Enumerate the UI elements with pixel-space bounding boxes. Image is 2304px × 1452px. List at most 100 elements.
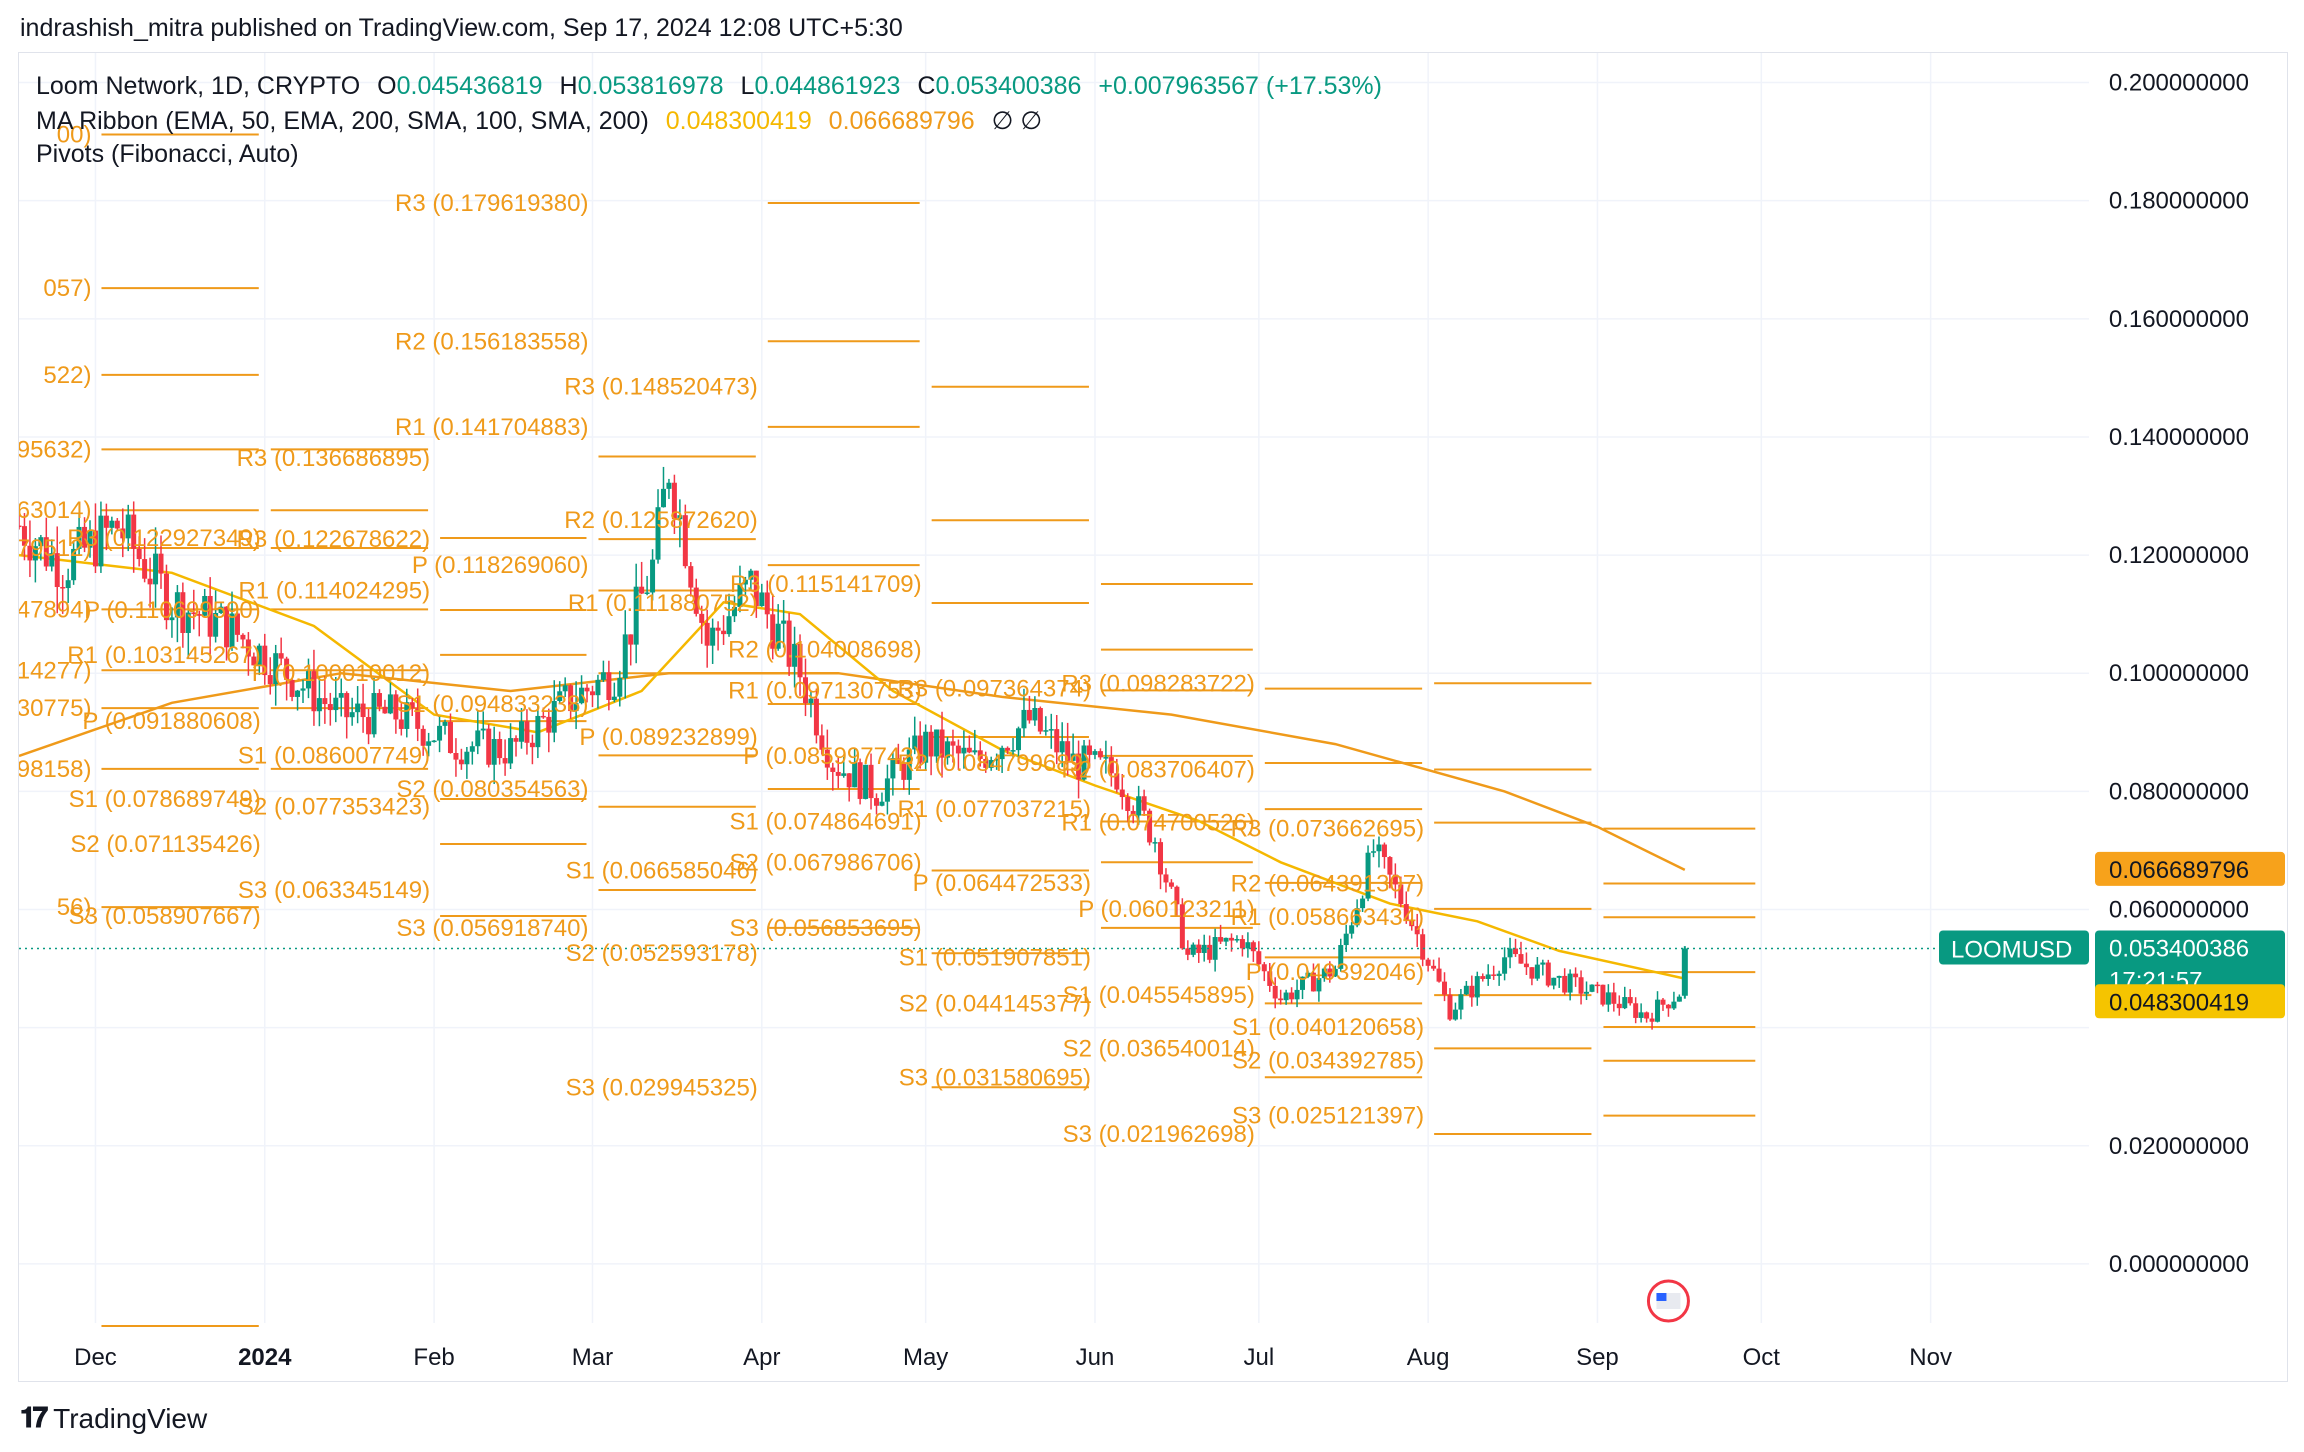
us-flag-icon-canton (1656, 1293, 1667, 1301)
candle-body (38, 537, 44, 547)
candle-body (1327, 968, 1333, 977)
candle-body (1048, 729, 1054, 731)
candle-body (677, 515, 683, 520)
candle-body (344, 693, 350, 718)
candle-body (1196, 944, 1202, 953)
candle-body (1644, 1012, 1650, 1019)
pivot-level-label: R2 (0.104008698) (728, 637, 921, 664)
candle-body (524, 721, 530, 743)
pivot-level-label: S2 (0.067986706) (729, 849, 921, 876)
y-tick-label: 0.200000000 (2109, 70, 2249, 97)
symbol-title: Loom Network, 1D, CRYPTO (36, 72, 361, 100)
pivot-level-label: R1 (0.121179512) (19, 535, 91, 562)
candle-body (240, 634, 246, 640)
candle-body (1681, 948, 1688, 996)
candle-body (158, 553, 164, 574)
candle-body (1081, 745, 1087, 780)
change-value: +0.007963567 (+17.53%) (1098, 72, 1382, 100)
candle-body (830, 767, 836, 772)
candle-body (912, 735, 918, 750)
ma-slow-price-badge (2095, 851, 2285, 886)
candle-body (884, 778, 890, 802)
candle-body (868, 764, 874, 799)
candle-body (1480, 976, 1486, 979)
candle-body (917, 735, 923, 763)
pivot-level-label: R2 (0.125872620) (564, 507, 757, 534)
candle-body (289, 679, 295, 697)
candle-body (393, 694, 399, 720)
chart-panel[interactable]: Dec 2024 Feb Mar Apr May Jun Jul Aug Sep Oct Nov 0.2… (18, 52, 2288, 1382)
candle-body (1371, 851, 1377, 853)
candle-body (1655, 999, 1661, 1022)
x-tick-label: Nov (1909, 1344, 1952, 1371)
candle-body (573, 703, 579, 712)
candle-body (267, 675, 273, 685)
candle-body (1376, 844, 1382, 852)
candle-body (1627, 997, 1633, 1004)
ma-hidden-flags: ∅ ∅ (991, 107, 1043, 135)
candle-body (366, 717, 372, 735)
pivot-level-label: S1 (0.078689749) (69, 786, 261, 813)
pivot-level-label: R1 (0.141704883) (395, 414, 588, 441)
candle-body (1540, 962, 1546, 965)
pivot-level-label: S3 (0.021962698) (1063, 1121, 1255, 1148)
candle-body (742, 579, 748, 585)
y-tick-label: 0.000000000 (2109, 1251, 2249, 1278)
candle-body (142, 559, 148, 579)
candle-body (628, 634, 634, 645)
candle-body (1026, 709, 1032, 721)
candle-body (469, 746, 475, 752)
candle-body (961, 747, 967, 754)
candle-body (1212, 937, 1218, 960)
candle-body (666, 482, 672, 489)
candle-body (426, 741, 432, 746)
candle-body (1513, 948, 1519, 955)
price-chart[interactable]: Dec 2024 Feb Mar Apr May Jun Jul Aug Sep Oct Nov 0.2… (19, 53, 2289, 1383)
candle-body (928, 731, 934, 757)
candle-body (502, 758, 508, 764)
candle-body (1207, 944, 1213, 960)
low-value: 0.044861923 (754, 72, 901, 100)
candle-body (491, 739, 497, 765)
pivot-level-label: S3 (0.058907667) (69, 903, 261, 930)
pivot-level-label: R1 (0.074700526) (1061, 810, 1254, 837)
pivot-level-label: P (0.091880608) (82, 708, 260, 735)
candle-body (1114, 773, 1120, 790)
candle-body (49, 553, 55, 567)
candle-body (65, 580, 71, 589)
candle-body (1387, 857, 1393, 875)
symbol-tag (1939, 930, 2089, 965)
candle-body (174, 592, 180, 618)
candle-body (660, 488, 666, 508)
pivot-level-label: R3 (0.179619380) (395, 190, 588, 217)
candle-body (1305, 972, 1311, 977)
candle-body (1278, 998, 1284, 1001)
footer-brand: 𝟏𝟕 TradingView (20, 1402, 207, 1435)
candle-body (1392, 874, 1398, 885)
candle-body (934, 729, 940, 757)
candle-body (1065, 741, 1071, 761)
x-tick-label: Mar (572, 1344, 613, 1371)
candle-body (1174, 886, 1180, 905)
pivot-level-label: 00) (57, 122, 92, 149)
candle-body (781, 620, 787, 624)
candle-body (1179, 904, 1185, 949)
candle-body (98, 515, 104, 567)
candle-body (972, 750, 978, 753)
candle-body (1616, 1003, 1622, 1009)
candle-body (1594, 984, 1600, 987)
candle-body (1529, 967, 1535, 979)
candle-body (87, 530, 93, 548)
candle-body (1032, 708, 1038, 721)
candle-body (1589, 984, 1595, 992)
candle-body (983, 758, 989, 768)
candle-body (622, 634, 628, 678)
candle-body (518, 721, 524, 742)
candle-body (43, 537, 49, 567)
candle-body (1119, 789, 1125, 798)
candle-body (305, 671, 311, 689)
candle-body (169, 617, 175, 621)
candle-body (994, 759, 1000, 761)
pivot-level-label: R3 (0.122678622) (237, 526, 430, 553)
candle-body (813, 698, 819, 736)
